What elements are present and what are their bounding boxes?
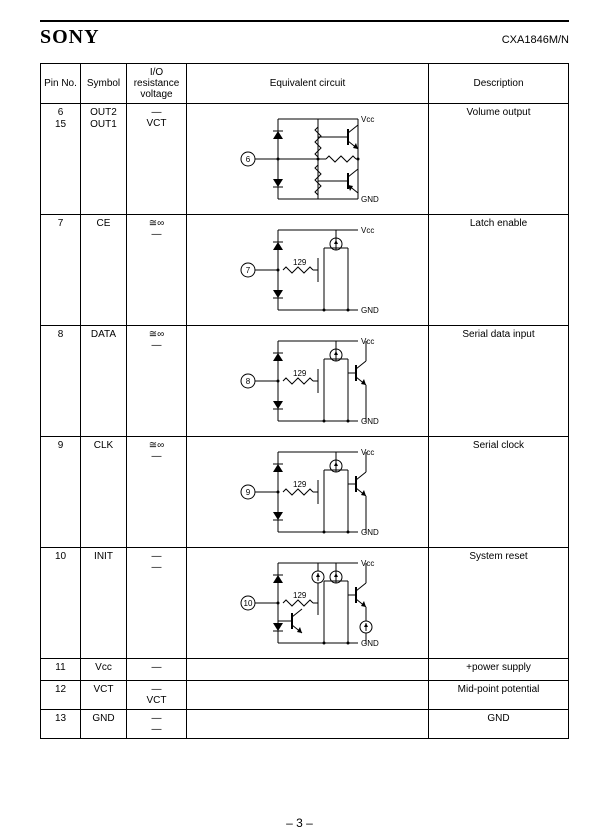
cell-description: Serial data input bbox=[429, 326, 569, 437]
cell-description: +power supply bbox=[429, 659, 569, 681]
svg-text:8: 8 bbox=[245, 377, 250, 386]
cell-io: — bbox=[127, 659, 187, 681]
datasheet-page: SONY CXA1846M/N Pin No. Symbol I/O resis… bbox=[0, 0, 599, 840]
svg-text:9: 9 bbox=[245, 488, 250, 497]
cell-equivalent-circuit: Vcc GND 7 129 bbox=[187, 215, 429, 326]
cell-io: —VCT bbox=[127, 104, 187, 215]
cell-equivalent-circuit bbox=[187, 659, 429, 681]
svg-text:10: 10 bbox=[243, 599, 252, 608]
cell-symbol: GND bbox=[81, 710, 127, 739]
svg-text:129: 129 bbox=[293, 258, 307, 267]
part-number: CXA1846M/N bbox=[502, 34, 569, 46]
table-header-row: Pin No. Symbol I/O resistance voltage Eq… bbox=[41, 64, 569, 104]
cell-symbol: CE bbox=[81, 215, 127, 326]
cell-pin: 9 bbox=[41, 437, 81, 548]
svg-text:GND: GND bbox=[361, 639, 379, 648]
table-row: 10INIT——VccGND10129System reset bbox=[41, 548, 569, 659]
page-header: SONY CXA1846M/N bbox=[40, 26, 569, 49]
cell-io: —VCT bbox=[127, 681, 187, 710]
svg-text:Vcc: Vcc bbox=[361, 115, 374, 124]
cell-io: —— bbox=[127, 548, 187, 659]
col-io: I/O resistance voltage bbox=[127, 64, 187, 104]
top-rule bbox=[40, 20, 569, 22]
table-row: 12VCT—VCT Mid-point potential bbox=[41, 681, 569, 710]
cell-pin: 615 bbox=[41, 104, 81, 215]
table-row: 9CLK≅∞—VccGND9129Serial clock bbox=[41, 437, 569, 548]
table-row: 13GND——GND bbox=[41, 710, 569, 739]
cell-equivalent-circuit: Vcc GND 9 129 bbox=[187, 437, 429, 548]
cell-description: System reset bbox=[429, 548, 569, 659]
svg-text:129: 129 bbox=[293, 480, 307, 489]
svg-text:Vcc: Vcc bbox=[361, 226, 374, 235]
cell-description: Latch enable bbox=[429, 215, 569, 326]
svg-text:GND: GND bbox=[361, 528, 379, 537]
pin-description-table: Pin No. Symbol I/O resistance voltage Eq… bbox=[40, 63, 569, 739]
cell-equivalent-circuit: Vcc GND 10 129 bbox=[187, 548, 429, 659]
svg-text:Vcc: Vcc bbox=[361, 559, 374, 568]
cell-equivalent-circuit bbox=[187, 681, 429, 710]
cell-symbol: INIT bbox=[81, 548, 127, 659]
svg-text:GND: GND bbox=[361, 195, 379, 204]
cell-pin: 12 bbox=[41, 681, 81, 710]
cell-io: ≅∞— bbox=[127, 326, 187, 437]
svg-text:6: 6 bbox=[245, 155, 250, 164]
table-row: 8DATA≅∞—VccGND8129Serial data input bbox=[41, 326, 569, 437]
svg-text:7: 7 bbox=[245, 266, 250, 275]
table-row: 615OUT2OUT1—VCT Vcc GND 6 Volume output bbox=[41, 104, 569, 215]
col-desc: Description bbox=[429, 64, 569, 104]
cell-symbol: OUT2OUT1 bbox=[81, 104, 127, 215]
svg-text:GND: GND bbox=[361, 417, 379, 426]
cell-io: —— bbox=[127, 710, 187, 739]
svg-text:Vcc: Vcc bbox=[361, 448, 374, 457]
cell-io: ≅∞— bbox=[127, 437, 187, 548]
cell-description: Volume output bbox=[429, 104, 569, 215]
cell-pin: 10 bbox=[41, 548, 81, 659]
brand-logo: SONY bbox=[40, 26, 100, 49]
svg-text:Vcc: Vcc bbox=[361, 337, 374, 346]
cell-pin: 7 bbox=[41, 215, 81, 326]
col-pin: Pin No. bbox=[41, 64, 81, 104]
cell-symbol: CLK bbox=[81, 437, 127, 548]
table-row: 7CE≅∞—VccGND7129Latch enable bbox=[41, 215, 569, 326]
svg-text:129: 129 bbox=[293, 369, 307, 378]
col-symbol: Symbol bbox=[81, 64, 127, 104]
cell-io: ≅∞— bbox=[127, 215, 187, 326]
svg-text:GND: GND bbox=[361, 306, 379, 315]
svg-text:129: 129 bbox=[293, 591, 307, 600]
cell-equivalent-circuit: Vcc GND 6 bbox=[187, 104, 429, 215]
cell-description: Mid-point potential bbox=[429, 681, 569, 710]
col-eq: Equivalent circuit bbox=[187, 64, 429, 104]
cell-pin: 8 bbox=[41, 326, 81, 437]
table-body: 615OUT2OUT1—VCTVccGND6Volume output7CE≅∞… bbox=[41, 104, 569, 739]
cell-equivalent-circuit: Vcc GND 8 129 bbox=[187, 326, 429, 437]
cell-symbol: Vcc bbox=[81, 659, 127, 681]
cell-pin: 13 bbox=[41, 710, 81, 739]
cell-description: Serial clock bbox=[429, 437, 569, 548]
page-number: – 3 – bbox=[0, 816, 599, 830]
cell-pin: 11 bbox=[41, 659, 81, 681]
cell-symbol: DATA bbox=[81, 326, 127, 437]
cell-symbol: VCT bbox=[81, 681, 127, 710]
cell-equivalent-circuit bbox=[187, 710, 429, 739]
table-row: 11Vcc— +power supply bbox=[41, 659, 569, 681]
cell-description: GND bbox=[429, 710, 569, 739]
